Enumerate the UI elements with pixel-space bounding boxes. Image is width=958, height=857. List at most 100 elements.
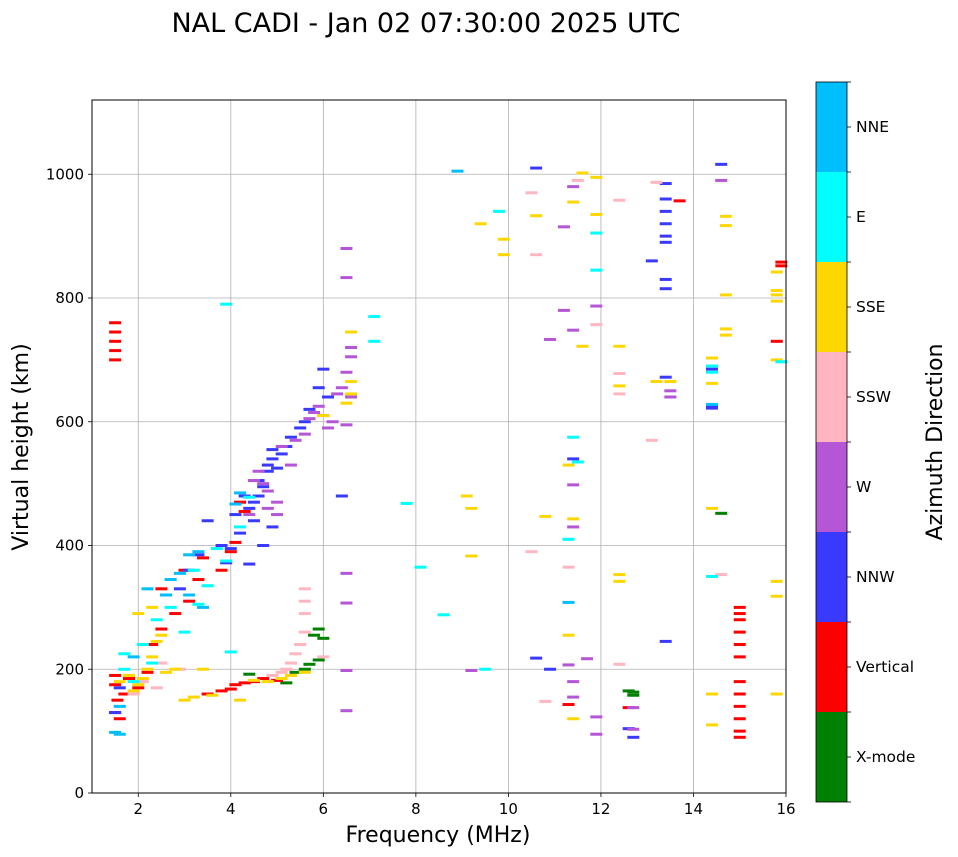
echo-point [257,544,270,547]
echo-point [659,639,672,643]
echo-point [590,323,603,327]
echo-point [613,344,626,348]
echo-point [243,562,256,566]
echo-point [576,344,589,348]
echo-point [659,222,672,226]
echo-point [770,594,783,598]
echo-point [220,302,233,306]
echo-point [659,287,672,291]
echo-point [659,277,672,281]
echo-point [224,687,237,691]
echo-point [234,531,247,535]
echo-point [317,655,330,659]
x-tick-label: 12 [591,800,610,818]
echo-point [197,556,210,560]
echo-point [220,561,233,565]
echo-point [118,652,131,656]
echo-point [146,605,159,609]
echo-point [192,578,205,582]
echo-point [215,544,228,547]
echo-point [590,212,603,216]
echo-point [400,501,413,505]
echo-point [109,673,122,677]
echo-point [719,224,732,228]
echo-point [312,627,325,631]
echo-point [613,579,626,583]
echo-point [312,386,325,390]
echo-point [312,404,325,408]
x-tick-label: 16 [776,800,795,818]
echo-point [770,692,783,696]
echo-point [187,568,200,572]
echo-point [289,438,302,442]
echo-point [109,339,122,343]
echo-point [474,222,487,226]
echo-point [298,599,311,603]
echo-point [113,680,126,684]
echo-point [197,667,210,671]
echo-point [345,380,358,384]
echo-point [705,574,718,578]
echo-point [224,550,237,554]
echo-point [613,384,626,388]
echo-point [123,673,136,677]
echo-point [733,655,746,659]
echo-point [340,668,353,672]
echo-point [627,706,640,710]
echo-point [715,178,728,182]
echo-point [150,686,163,690]
echo-point [261,506,274,510]
echo-point [567,695,580,699]
echo-point [770,339,783,343]
echo-point [613,392,626,396]
echo-point [136,680,149,684]
echo-point [770,358,783,362]
echo-point [414,565,427,569]
echo-point [664,389,677,393]
echo-point [113,704,126,708]
echo-point [229,502,242,506]
echo-point [479,667,492,671]
echo-point [109,349,122,353]
echo-point [271,678,284,682]
echo-point [715,511,728,515]
x-tick-label: 10 [499,800,518,818]
echo-point [770,299,783,303]
colorbar-frame [815,81,848,803]
echo-point [187,695,200,699]
echo-point [775,264,788,268]
echo-point [571,178,584,182]
echo-point [146,655,159,659]
echo-point [224,650,237,654]
echo-point [705,356,718,360]
echo-point [155,661,168,665]
echo-point [705,723,718,727]
echo-point [284,673,297,677]
echo-point [266,673,279,677]
echo-point [271,513,284,517]
echo-point [673,199,686,203]
echo-point [340,709,353,713]
echo-point [266,448,279,452]
echo-point [705,506,718,510]
echo-point [571,460,584,464]
echo-point [719,333,732,337]
echo-point [576,171,589,175]
echo-point [493,209,506,213]
echo-point [298,630,311,634]
echo-point [340,401,353,405]
echo-point [539,699,552,703]
echo-point [192,553,205,557]
echo-point [331,392,344,396]
echo-point [173,587,186,591]
x-tick-label: 4 [226,800,236,818]
echo-point [275,445,288,448]
echo-point [178,630,191,634]
echo-point [243,506,256,510]
echo-point [234,491,247,495]
echo-point [127,692,140,696]
echo-point [164,605,177,609]
echo-point [567,525,580,529]
echo-point [247,479,260,483]
plot-area [92,100,786,793]
